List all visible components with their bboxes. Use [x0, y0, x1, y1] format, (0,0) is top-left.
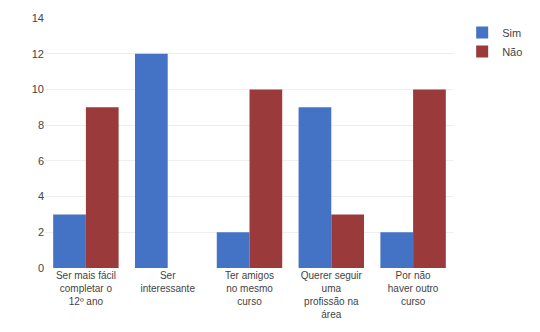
svg-text:2: 2 — [38, 226, 44, 238]
svg-text:Por nãohaver outrocurso: Por nãohaver outrocurso — [388, 270, 439, 307]
svg-text:Querer seguirumaprofissão naár: Querer seguirumaprofissão naárea — [301, 270, 363, 320]
svg-text:4: 4 — [38, 190, 44, 202]
svg-text:0: 0 — [38, 262, 44, 274]
svg-text:Serinteressante: Serinteressante — [140, 270, 195, 294]
svg-text:6: 6 — [38, 155, 44, 167]
svg-text:Sim: Sim — [502, 27, 521, 39]
svg-text:12: 12 — [32, 48, 44, 60]
svg-text:10: 10 — [32, 83, 44, 95]
svg-text:8: 8 — [38, 119, 44, 131]
svg-text:Não: Não — [502, 46, 522, 58]
svg-text:14: 14 — [32, 12, 44, 24]
svg-text:Ter amigosno mesmocurso: Ter amigosno mesmocurso — [225, 270, 274, 307]
svg-text:Ser mais fácilcompletar o12º a: Ser mais fácilcompletar o12º ano — [56, 270, 116, 307]
